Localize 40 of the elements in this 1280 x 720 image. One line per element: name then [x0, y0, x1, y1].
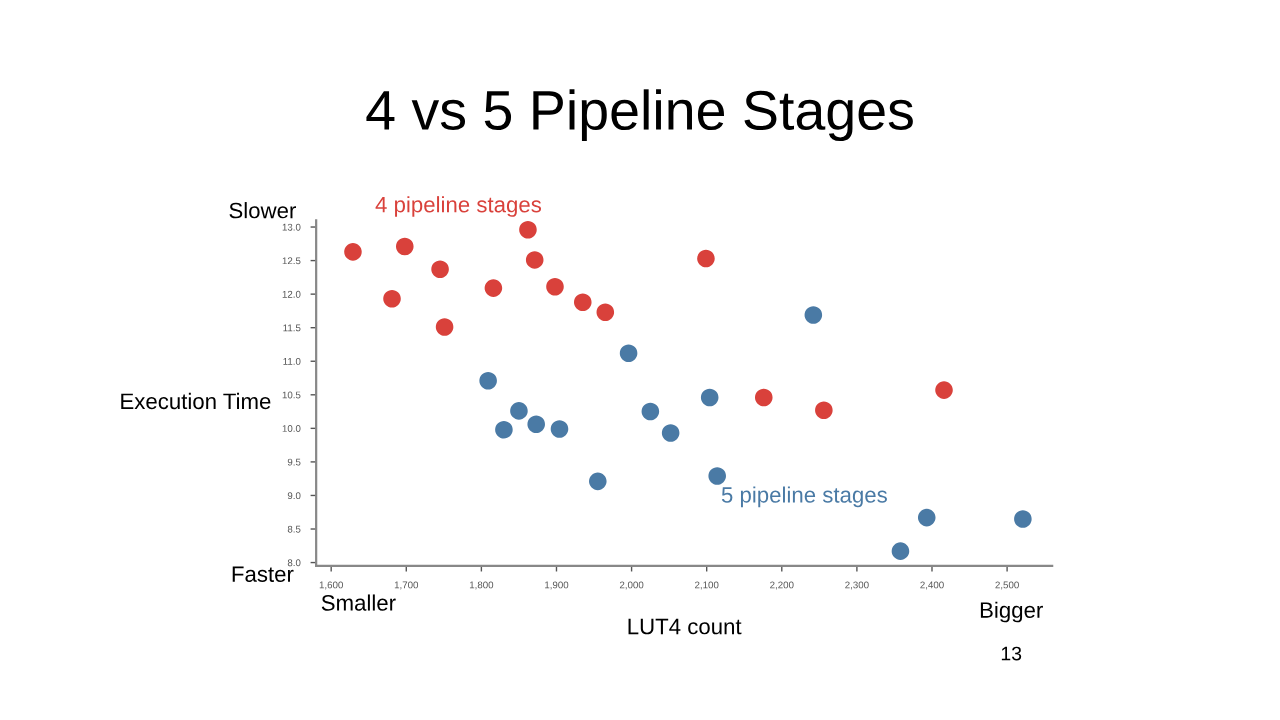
text: Smaller	[321, 594, 396, 611]
point	[641, 402, 660, 421]
point	[596, 303, 615, 322]
point	[935, 381, 953, 399]
point	[804, 306, 823, 324]
point	[479, 371, 497, 390]
x-axis-title: LUT4 count	[628, 618, 742, 635]
y-axis-title: Execution Time	[121, 392, 271, 410]
point	[700, 388, 719, 407]
point	[396, 237, 414, 256]
point	[815, 401, 833, 420]
point	[495, 420, 513, 439]
point	[708, 467, 726, 485]
text: Slower	[229, 202, 296, 219]
point	[697, 249, 715, 268]
point	[917, 508, 936, 527]
point	[344, 243, 362, 261]
point	[619, 344, 638, 362]
series-label: 5 pipeline stages	[721, 486, 887, 508]
chart-title: 4 vs 5 Pipeline Stages	[366, 89, 913, 142]
point	[431, 260, 449, 279]
point	[891, 542, 910, 560]
point	[589, 472, 607, 491]
point	[754, 388, 773, 407]
series-label: 4 pipeline stages	[375, 196, 542, 217]
text: Bigger	[980, 601, 1043, 623]
point	[435, 318, 454, 336]
point	[519, 220, 537, 239]
point	[383, 290, 401, 308]
point	[550, 420, 569, 438]
point	[546, 277, 564, 296]
point	[484, 279, 503, 297]
point	[510, 402, 528, 420]
text: Faster	[232, 566, 294, 582]
point	[1014, 510, 1032, 528]
point	[527, 415, 545, 434]
text: 13	[1001, 646, 1022, 661]
point	[661, 424, 680, 442]
point	[525, 251, 544, 269]
point	[573, 293, 592, 311]
